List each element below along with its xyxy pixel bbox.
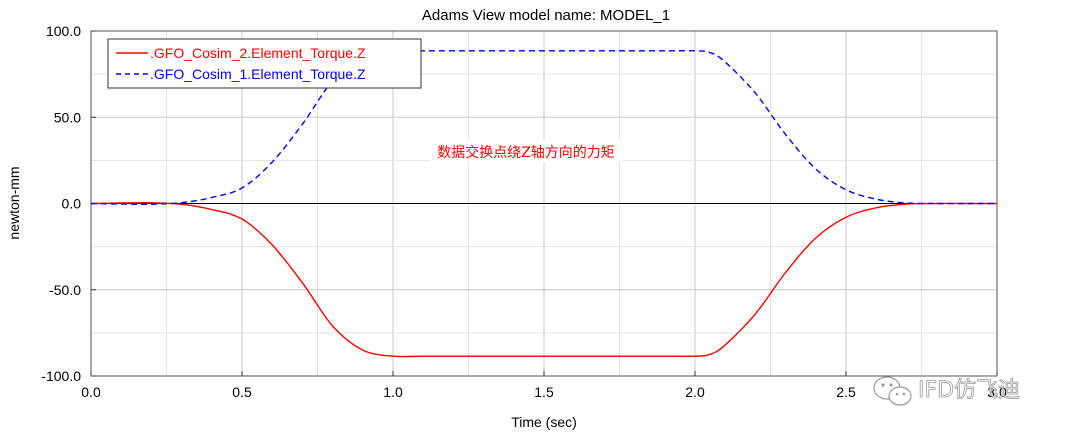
x-tick-label: 0.0 [81,384,101,400]
x-tick-label: 1.0 [383,384,403,400]
chart-annotation: 数据交换点绕Z轴方向的力矩 [437,144,615,161]
x-tick-label: 2.5 [836,384,856,400]
y-tick-label: 100.0 [46,23,81,39]
x-tick-label: 1.5 [534,384,554,400]
ticks: 0.0 0.5 1.0 1.5 2.0 2.5 3.0 100.0 50.0 0.0 -50.0 -1… [41,23,1007,400]
y-tick-label: -50.0 [49,282,81,298]
x-axis-label: Time (sec) [511,414,577,430]
legend-label-1: .GFO_Cosim_2.Element_Torque.Z [150,45,366,61]
legend-box [107,38,422,89]
annotation-background [430,140,622,162]
y-axis-label: newton-mm [6,166,22,239]
series-line-2 [90,49,997,205]
series-line-1 [90,202,997,358]
legend-label-2: .GFO_Cosim_1.Element_Torque.Z [150,66,366,82]
y-tick-label: 50.0 [54,109,81,125]
watermark-text: IFD仿飞迪 [918,378,1020,403]
wechat-icon [873,376,912,406]
x-tick-label: 3.0 [987,384,1007,400]
watermark: IFD仿飞迪 [873,376,1020,406]
y-tick-label: -100.0 [41,368,81,384]
x-tick-label: 0.5 [232,384,252,400]
y-tick-label: 0.0 [62,196,82,212]
legend: .GFO_Cosim_2.Element_Torque.Z .GFO_Cosim… [107,38,422,89]
x-tick-label: 2.0 [685,384,705,400]
chart-title: Adams View model name: MODEL_1 [422,7,670,24]
series-lines [90,49,997,358]
